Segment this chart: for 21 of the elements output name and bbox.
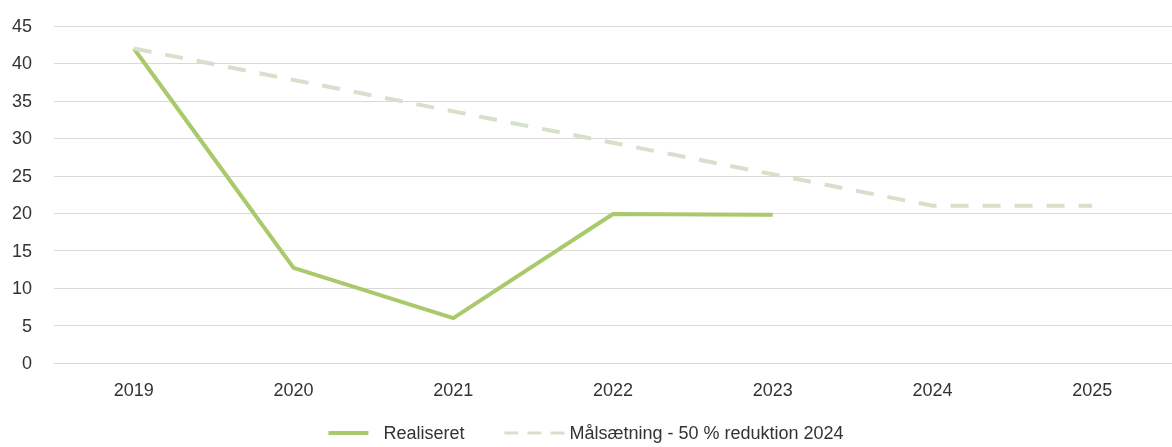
y-tick-label: 40 — [11, 53, 32, 74]
legend-label: Realiseret — [383, 423, 465, 443]
y-tick-label: 15 — [11, 240, 32, 261]
x-tick-label: 2020 — [273, 380, 314, 400]
y-tick-label: 45 — [11, 16, 32, 36]
x-tick-label: 2023 — [752, 380, 793, 400]
y-tick-label: 0 — [21, 353, 32, 373]
y-tick-label: 35 — [11, 90, 32, 111]
legend-label: Målsætning - 50 % reduktion 2024 — [569, 423, 844, 443]
y-tick-label: 10 — [11, 278, 32, 299]
x-tick-label: 2021 — [433, 380, 474, 400]
x-tick-label: 2022 — [592, 380, 634, 400]
x-tick-label: 2025 — [1072, 380, 1113, 400]
line-series — [131, 46, 1095, 208]
line-series — [131, 46, 775, 321]
x-tick-label: 2024 — [912, 380, 953, 400]
y-tick-label: 25 — [11, 165, 32, 186]
y-tick-label: 30 — [11, 128, 32, 149]
y-tick-label: 5 — [21, 315, 32, 336]
y-tick-label: 20 — [11, 203, 32, 224]
x-tick-label: 2019 — [113, 380, 154, 400]
